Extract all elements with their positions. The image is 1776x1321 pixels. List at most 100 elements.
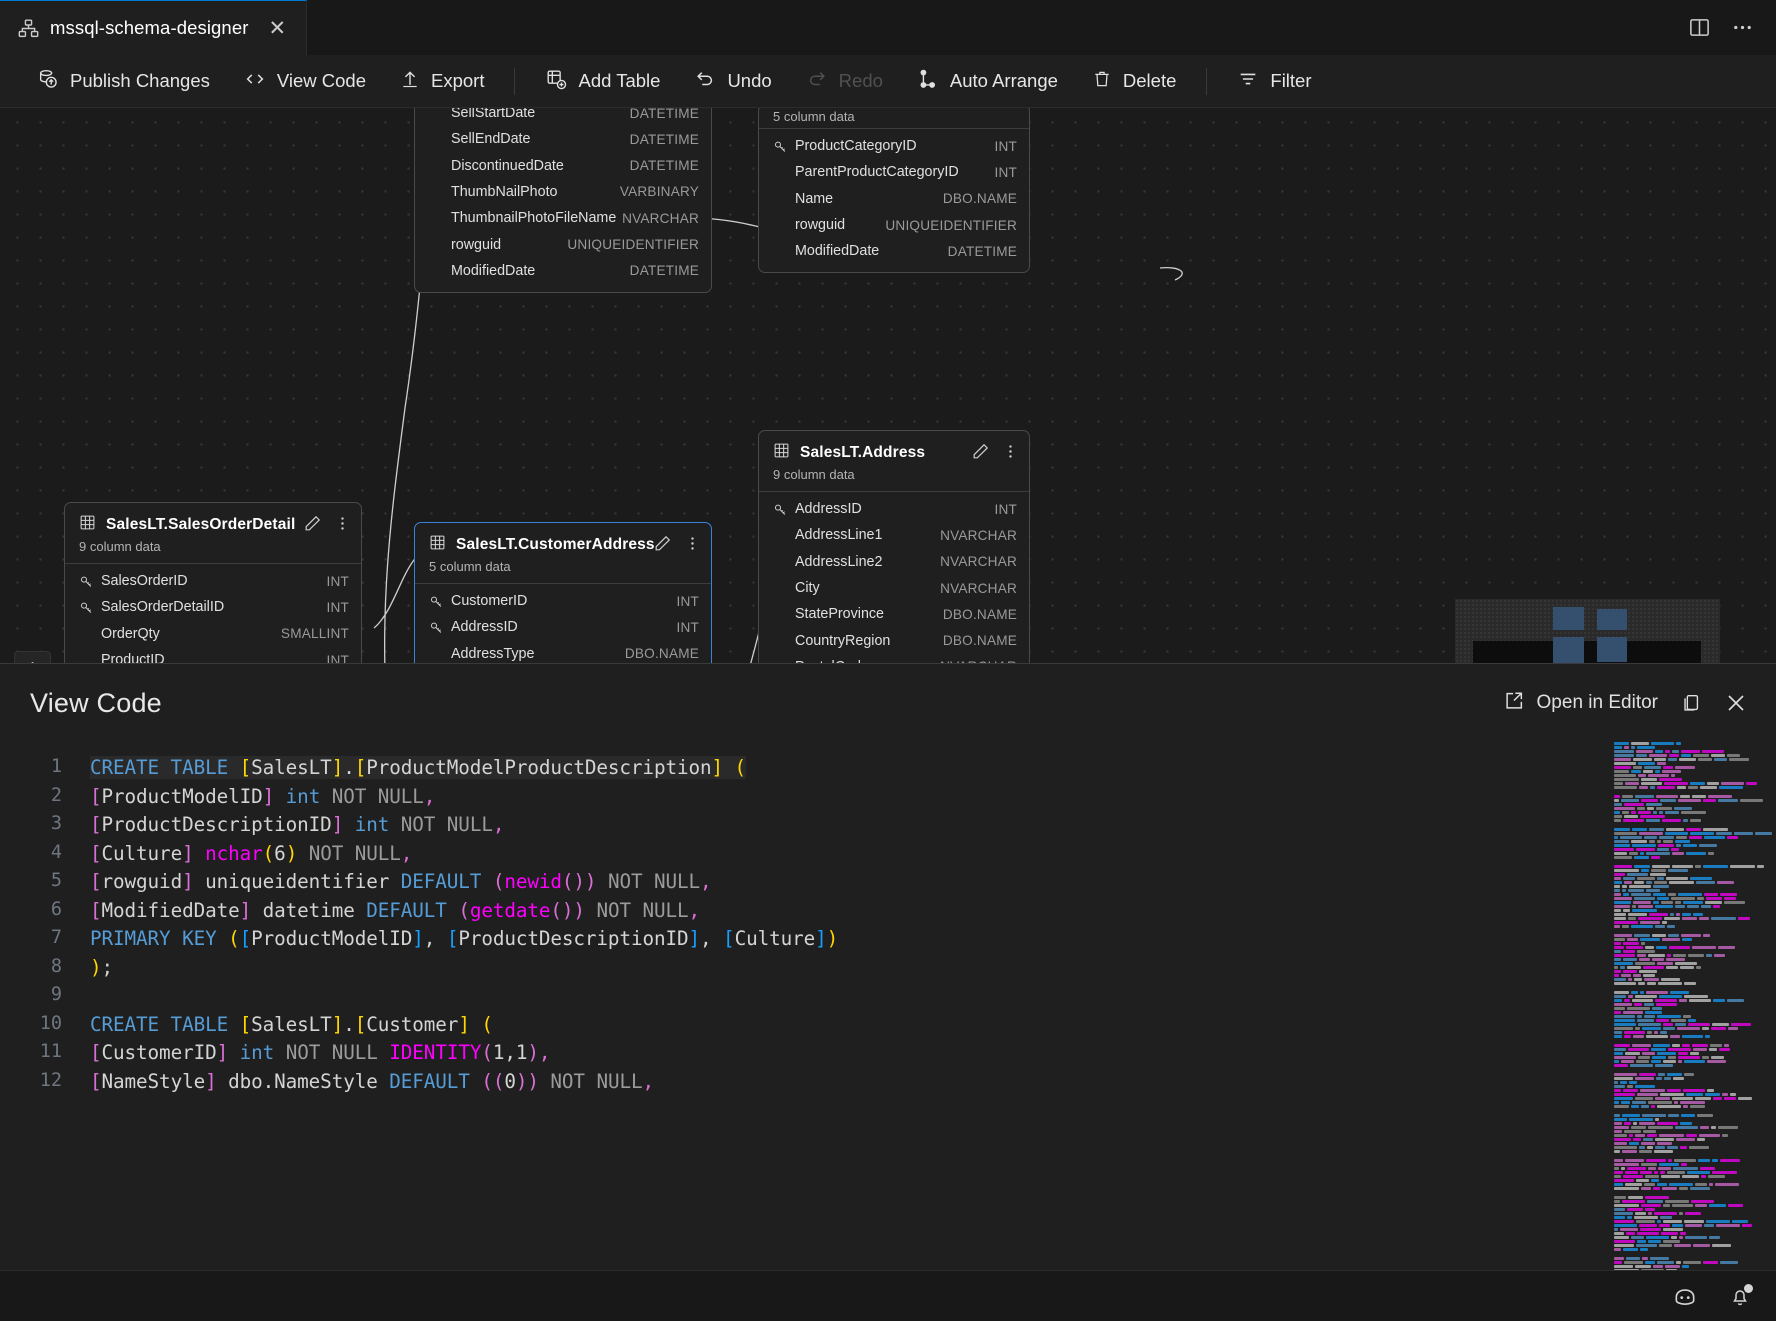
table-column-row[interactable]: StateProvince DBO.NAME <box>759 601 1029 627</box>
add-table-button[interactable]: Add Table <box>528 61 677 101</box>
minimap-line <box>1608 844 1776 847</box>
table-node[interactable]: SalesLT.CustomerAddress 5 column data Cust… <box>414 522 712 663</box>
line-content: [rowguid] uniqueidentifier DEFAULT (newi… <box>90 870 712 893</box>
table-column-row[interactable]: AddressID INT <box>415 614 711 640</box>
line-number: 7 <box>50 927 62 948</box>
table-columns: CustomerID INT AddressID INT AddressType DBO.… <box>415 584 711 663</box>
code-line[interactable]: 10 CREATE TABLE [SalesLT].[Customer] ( <box>0 1013 1608 1042</box>
table-column-row[interactable]: SellStartDate DATETIME <box>415 108 711 126</box>
editor-actions <box>1688 0 1776 55</box>
primary-key-icon <box>79 574 101 589</box>
table-node[interactable]: SalesLT.SalesOrderDetail 9 column data Sal… <box>64 502 362 663</box>
table-column-row[interactable]: ModifiedDate DATETIME <box>415 258 711 284</box>
minimap-line <box>1608 1257 1776 1260</box>
code-line[interactable]: 4 [Culture] nchar(6) NOT NULL, <box>0 842 1608 871</box>
code-line[interactable]: 11 [CustomerID] int NOT NULL IDENTITY(1,1… <box>0 1041 1608 1070</box>
table-column-row[interactable]: PostalCode NVARCHAR <box>759 654 1029 663</box>
schema-canvas[interactable]: WeightDECIMALProductCategoryIDINTProduct… <box>0 108 1776 663</box>
code-line[interactable]: 12 [NameStyle] dbo.NameStyle DEFAULT ((0)… <box>0 1070 1608 1099</box>
export-icon <box>400 68 420 95</box>
minimap-viewport[interactable] <box>1473 641 1701 663</box>
table-column-row[interactable]: AddressID INT <box>759 496 1029 522</box>
minimap-line <box>1608 909 1776 912</box>
copy-icon[interactable] <box>1680 692 1702 714</box>
table-column-row[interactable]: AddressType DBO.NAME <box>415 641 711 663</box>
minimap-line <box>1608 885 1776 888</box>
minimap-line <box>1608 1023 1776 1026</box>
table-node-header[interactable]: SalesLT.Address 9 column data <box>759 431 1029 491</box>
open-in-editor-button[interactable]: Open in Editor <box>1503 690 1658 717</box>
table-node-header[interactable]: SalesLT.SalesOrderDetail 9 column data <box>65 503 361 563</box>
code-line[interactable]: 7 PRIMARY KEY ([ProductModelID], [Product… <box>0 927 1608 956</box>
table-node-header[interactable]: 5 column data <box>759 108 1029 128</box>
edit-table-icon[interactable] <box>303 514 322 538</box>
code-line[interactable]: 3 [ProductDescriptionID] int NOT NULL, <box>0 813 1608 842</box>
table-column-row[interactable]: ProductID INT <box>65 647 361 663</box>
code-line[interactable]: 6 [ModifiedDate] datetime DEFAULT (getdat… <box>0 899 1608 928</box>
split-editor-icon[interactable] <box>1688 16 1711 39</box>
undo-icon <box>694 68 716 95</box>
minimap-line <box>1608 786 1776 789</box>
table-column-row[interactable]: AddressLine1 NVARCHAR <box>759 522 1029 548</box>
zoom-in-button[interactable] <box>15 652 50 663</box>
delete-button[interactable]: Delete <box>1075 61 1193 101</box>
table-column-row[interactable]: ThumbnailPhotoFileName NVARCHAR <box>415 205 711 231</box>
table-column-row[interactable]: rowguid UNIQUEIDENTIFIER <box>759 212 1029 238</box>
line-number: 3 <box>50 813 62 834</box>
view-code-button[interactable]: View Code <box>227 61 383 101</box>
redo-button[interactable]: Redo <box>789 61 900 101</box>
edit-table-icon[interactable] <box>971 442 990 466</box>
table-column-count: 5 column data <box>773 109 855 124</box>
sql-code-editor[interactable]: 1 CREATE TABLE [SalesLT].[ProductModelPro… <box>0 742 1608 1270</box>
publish-changes-button[interactable]: Publish Changes <box>20 61 227 101</box>
column-type: DATETIME <box>629 108 699 121</box>
undo-button[interactable]: Undo <box>677 61 788 101</box>
code-line[interactable]: 5 [rowguid] uniqueidentifier DEFAULT (new… <box>0 870 1608 899</box>
close-icon[interactable] <box>1724 691 1748 715</box>
table-menu-icon[interactable] <box>1002 443 1019 465</box>
table-menu-icon[interactable] <box>684 535 701 557</box>
table-column-row[interactable]: ProductCategoryID INT <box>759 133 1029 159</box>
minimap-line <box>1608 819 1776 822</box>
edit-table-icon[interactable] <box>653 534 672 558</box>
diagram-minimap[interactable] <box>1455 599 1720 663</box>
bell-icon[interactable] <box>1728 1284 1753 1308</box>
code-minimap[interactable] <box>1608 742 1776 1270</box>
table-column-row[interactable]: OrderQty SMALLINT <box>65 621 361 647</box>
code-line[interactable]: 8); <box>0 956 1608 985</box>
table-node[interactable]: 5 column data ProductCategoryID INT ParentP… <box>758 108 1030 274</box>
code-line[interactable]: 1 CREATE TABLE [SalesLT].[ProductModelPro… <box>0 756 1608 785</box>
table-column-row[interactable]: DiscontinuedDate DATETIME <box>415 152 711 178</box>
minimap-line <box>1608 1212 1776 1215</box>
table-column-row[interactable]: ParentProductCategoryID INT <box>759 159 1029 185</box>
table-column-row[interactable]: SellEndDate DATETIME <box>415 126 711 152</box>
table-column-row[interactable]: ModifiedDate DATETIME <box>759 238 1029 264</box>
table-column-row[interactable]: SalesOrderDetailID INT <box>65 594 361 620</box>
table-menu-icon[interactable] <box>334 515 351 537</box>
table-column-row[interactable]: ThumbNailPhoto VARBINARY <box>415 179 711 205</box>
table-column-row[interactable]: CountryRegion DBO.NAME <box>759 627 1029 653</box>
close-icon[interactable]: ✕ <box>268 16 287 40</box>
table-column-row[interactable]: AddressLine2 NVARCHAR <box>759 549 1029 575</box>
tab-mssql-schema-designer[interactable]: mssql-schema-designer ✕ <box>0 0 308 55</box>
table-column-row[interactable]: City NVARCHAR <box>759 575 1029 601</box>
table-column-row[interactable]: Name DBO.NAME <box>759 186 1029 212</box>
minimap-line <box>1608 1179 1776 1182</box>
minimap-line <box>1608 1138 1776 1141</box>
table-node[interactable]: SalesLT.Address 9 column data AddressID INT… <box>758 430 1030 663</box>
add-table-icon <box>545 68 567 95</box>
table-column-row[interactable]: rowguid UNIQUEIDENTIFIER <box>415 231 711 257</box>
ellipsis-icon[interactable] <box>1731 16 1754 39</box>
copilot-icon[interactable] <box>1672 1283 1698 1309</box>
minimap-line <box>1608 1265 1776 1268</box>
code-line[interactable]: 9 <box>0 984 1608 1013</box>
auto-arrange-button[interactable]: Auto Arrange <box>900 61 1075 101</box>
table-node-header[interactable]: SalesLT.CustomerAddress 5 column data <box>415 523 711 583</box>
export-button[interactable]: Export <box>383 61 501 101</box>
code-line[interactable]: 2 [ProductModelID] int NOT NULL, <box>0 785 1608 814</box>
table-column-row[interactable]: CustomerID INT <box>415 588 711 614</box>
column-type: DATETIME <box>629 131 699 147</box>
table-node[interactable]: WeightDECIMALProductCategoryIDINTProduct… <box>414 108 712 293</box>
table-column-row[interactable]: SalesOrderID INT <box>65 568 361 594</box>
filter-button[interactable]: Filter <box>1220 61 1328 101</box>
